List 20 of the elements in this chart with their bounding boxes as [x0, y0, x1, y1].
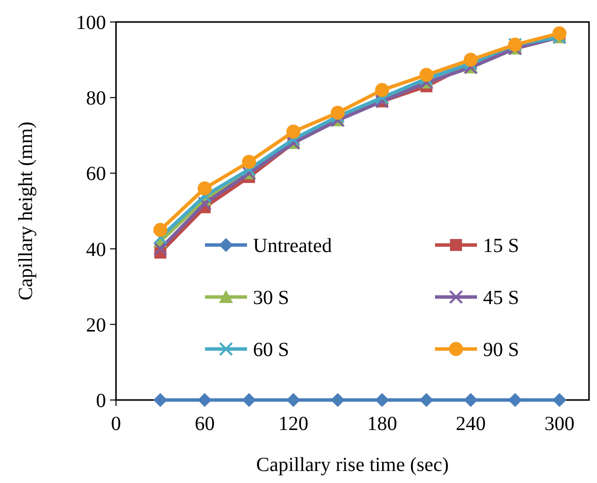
legend-label: 45 S: [483, 287, 520, 309]
legend-label: Untreated: [253, 235, 332, 257]
y-tick-label: 100: [76, 12, 106, 34]
x-tick-label: 180: [367, 413, 398, 435]
x-tick-label: 300: [544, 413, 574, 435]
x-axis-title: Capillary rise time (sec): [256, 454, 449, 476]
y-tick-label: 80: [86, 88, 106, 110]
y-tick-label: 20: [86, 314, 106, 336]
y-tick-label: 0: [96, 390, 106, 412]
legend-label: 15 S: [483, 235, 520, 257]
x-tick-label: 120: [278, 413, 308, 435]
legend-label: 90 S: [483, 339, 520, 361]
x-tick-label: 60: [194, 413, 215, 435]
y-tick-label: 60: [86, 163, 106, 186]
legend-label: 30 S: [253, 287, 290, 309]
x-tick-label: 0: [111, 413, 121, 435]
x-tick-label: 240: [456, 413, 486, 435]
y-axis-title: Capillary height (mm): [15, 122, 37, 300]
legend-label: 60 S: [253, 339, 290, 361]
y-tick-label: 40: [86, 238, 106, 261]
